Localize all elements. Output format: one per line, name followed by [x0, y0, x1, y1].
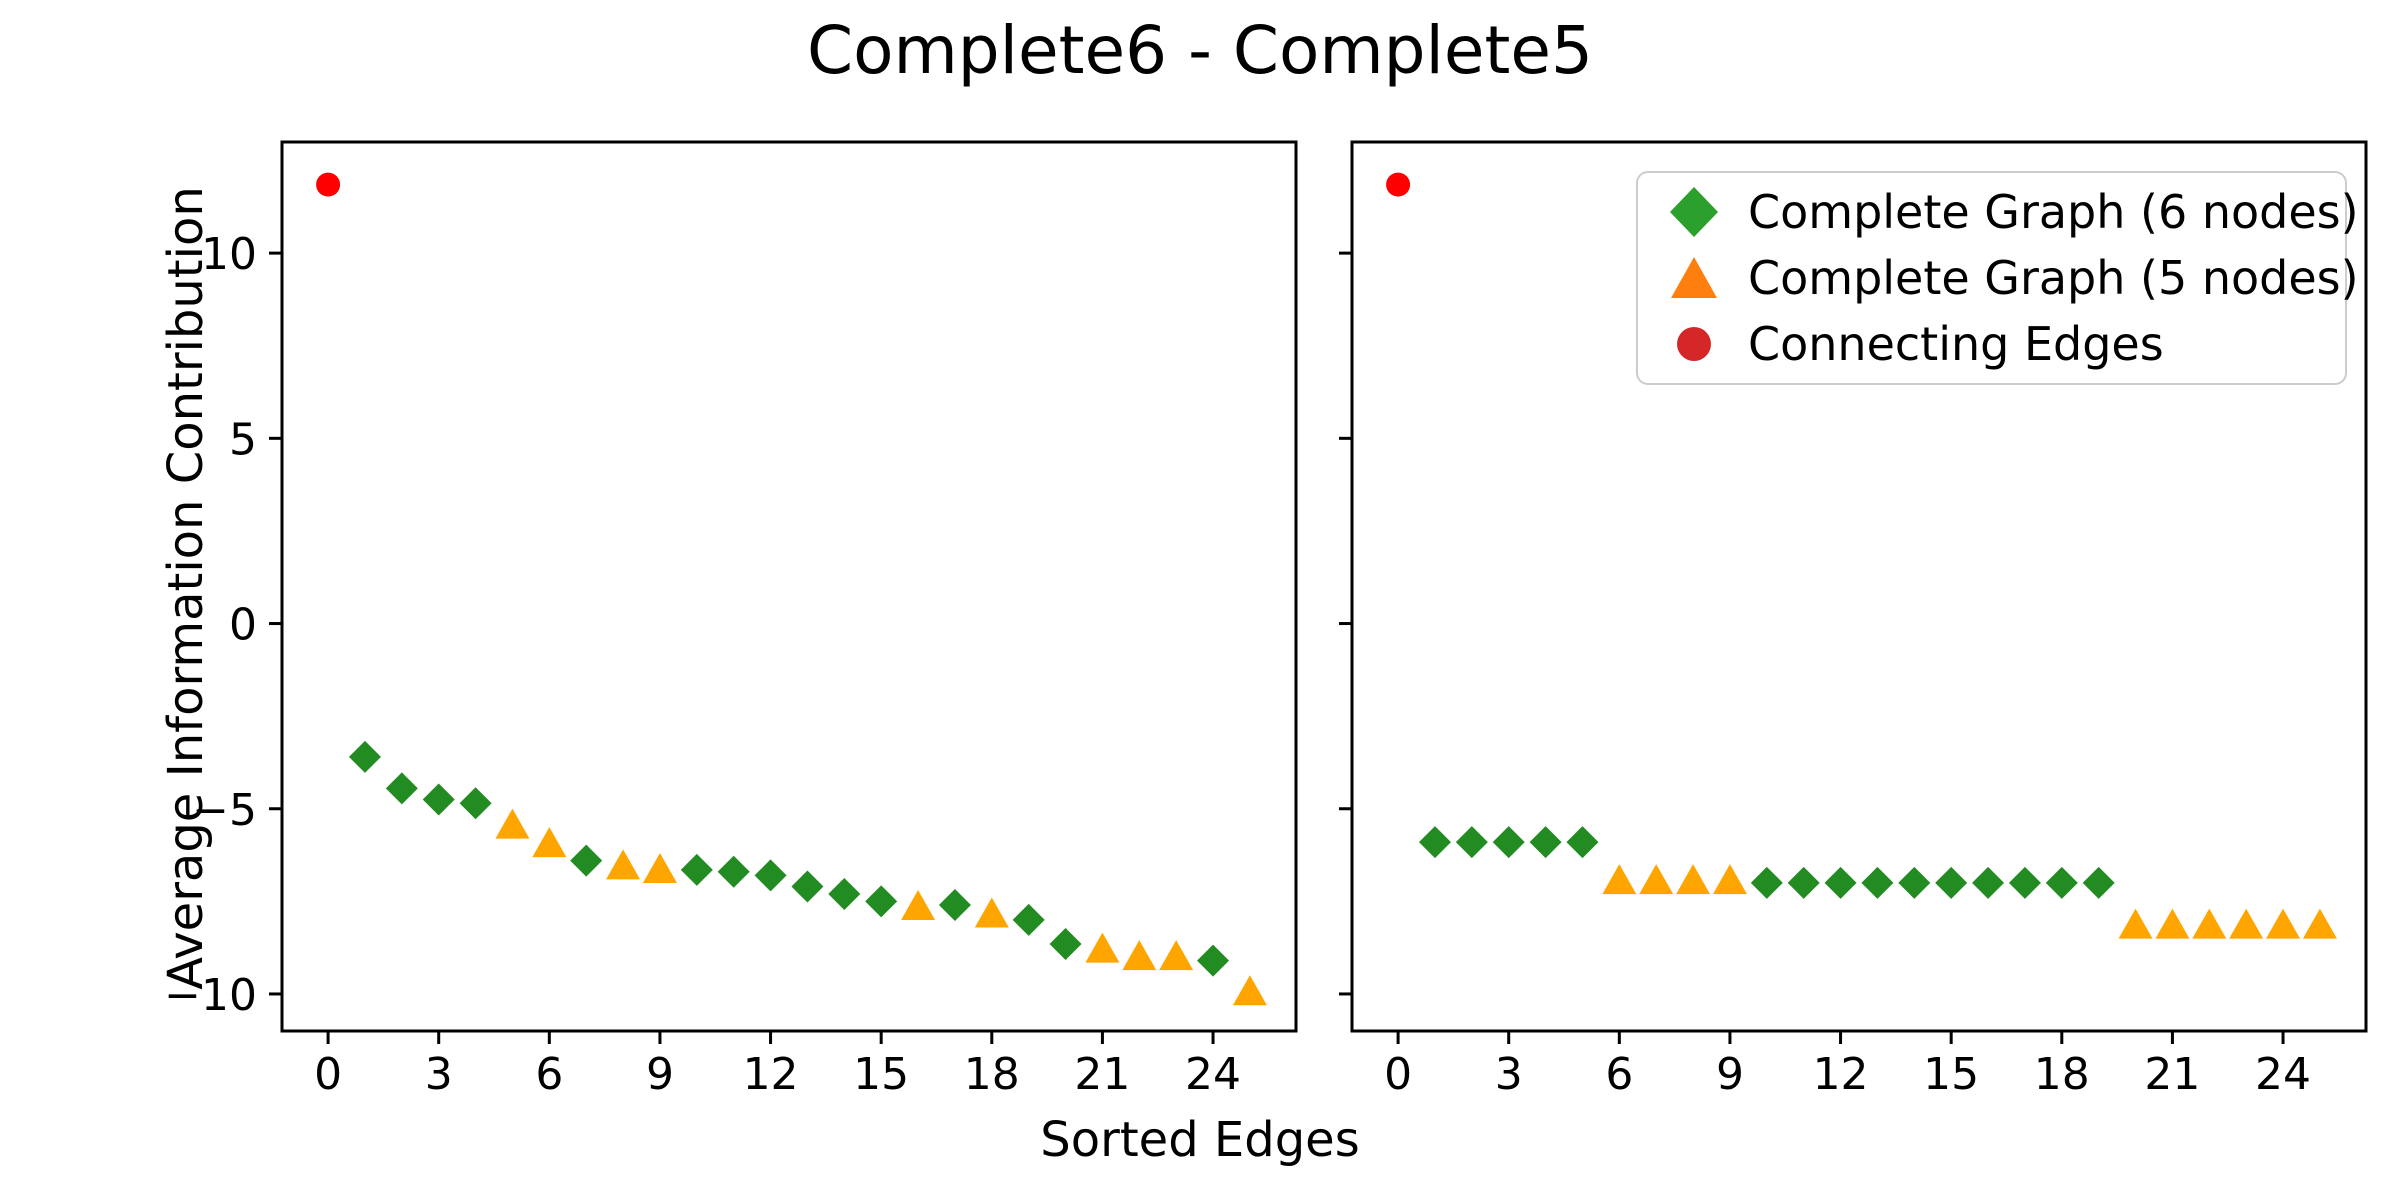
y-axis-label: Average Information Contribution [158, 186, 214, 990]
marker-diamond [348, 740, 381, 773]
marker-triangle [2155, 908, 2190, 939]
marker-triangle [1159, 940, 1194, 971]
legend-item-complete5: Complete Graph (5 nodes) [1662, 246, 2359, 310]
marker-diamond [791, 870, 824, 903]
axes-spines-right [1350, 140, 2368, 1033]
y-tick-label: −10 [164, 970, 257, 1021]
marker-diamond [1898, 866, 1931, 899]
marker-diamond [680, 853, 713, 886]
marker-circle [1386, 172, 1411, 197]
legend-item-complete6: Complete Graph (6 nodes) [1662, 180, 2359, 244]
marker-triangle [1085, 932, 1120, 963]
legend-label: Complete Graph (6 nodes) [1748, 185, 2359, 239]
marker-triangle [2118, 908, 2153, 939]
diamond-icon [1670, 187, 1718, 237]
marker-diamond [1492, 826, 1525, 859]
x-tick-label: 9 [1716, 1049, 1744, 1100]
marker-triangle [1712, 864, 1747, 895]
marker-circle [316, 172, 341, 197]
marker-diamond [2082, 866, 2115, 899]
marker-triangle [1639, 864, 1674, 895]
marker-triangle [1232, 975, 1267, 1006]
marker-triangle [2302, 908, 2337, 939]
marker-diamond [570, 844, 603, 877]
marker-triangle [606, 849, 641, 880]
x-axis-label: Sorted Edges [1040, 1112, 1360, 1168]
marker-diamond [1750, 866, 1783, 899]
marker-diamond [1824, 866, 1857, 899]
marker-diamond [717, 855, 750, 888]
x-tick-label: 21 [1074, 1049, 1130, 1100]
marker-diamond [1197, 944, 1230, 977]
marker-diamond [1861, 866, 1894, 899]
x-tick-label: 24 [1185, 1049, 1241, 1100]
x-tick-label: 18 [964, 1049, 1020, 1100]
x-tick-label: 21 [2144, 1049, 2200, 1100]
marker-diamond [828, 877, 861, 910]
x-tick-label: 18 [2034, 1049, 2090, 1100]
legend-label: Connecting Edges [1748, 317, 2164, 371]
x-tick-label: 0 [314, 1049, 342, 1100]
y-tick-label: 0 [229, 600, 257, 651]
triangle-icon [1671, 257, 1717, 298]
y-tick-label: 10 [201, 229, 257, 280]
marker-diamond [1455, 826, 1488, 859]
marker-diamond [1012, 903, 1045, 936]
marker-diamond [1049, 927, 1082, 960]
marker-diamond [2045, 866, 2078, 899]
marker-triangle [2229, 908, 2264, 939]
marker-triangle [532, 827, 567, 858]
x-tick-label: 0 [1384, 1049, 1412, 1100]
y-tick-label: −5 [192, 785, 257, 836]
marker-diamond [1566, 826, 1599, 859]
legend-item-connecting: Connecting Edges [1662, 312, 2335, 376]
marker-diamond [2008, 866, 2041, 899]
chart-title: Complete6 - Complete5 [807, 12, 1593, 89]
circle-icon [1677, 327, 1711, 361]
x-tick-label: 6 [535, 1049, 563, 1100]
marker-triangle [974, 897, 1009, 928]
marker-triangle [642, 853, 677, 884]
marker-triangle [2266, 908, 2301, 939]
x-tick-label: 12 [743, 1049, 799, 1100]
marker-triangle [495, 808, 530, 839]
x-tick-label: 3 [425, 1049, 453, 1100]
marker-diamond [1418, 826, 1451, 859]
marker-triangle [901, 890, 936, 921]
marker-diamond [1972, 866, 2005, 899]
legend-label: Complete Graph (5 nodes) [1748, 251, 2359, 305]
marker-diamond [1935, 866, 1968, 899]
x-tick-label: 6 [1605, 1049, 1633, 1100]
marker-diamond [938, 889, 971, 922]
marker-diamond [422, 783, 455, 816]
x-tick-label: 15 [853, 1049, 909, 1100]
marker-diamond [1787, 866, 1820, 899]
x-tick-label: 12 [1813, 1049, 1869, 1100]
marker-diamond [459, 787, 492, 820]
marker-triangle [1122, 940, 1157, 971]
marker-triangle [1602, 864, 1637, 895]
x-tick-label: 9 [646, 1049, 674, 1100]
marker-triangle [1676, 864, 1711, 895]
legend: Complete Graph (6 nodes) Complete Graph … [1636, 171, 2359, 385]
x-tick-label: 24 [2255, 1049, 2311, 1100]
marker-diamond [754, 859, 787, 892]
marker-diamond [1529, 826, 1562, 859]
marker-triangle [2192, 908, 2227, 939]
y-tick-label: 5 [229, 414, 257, 465]
marker-diamond [865, 885, 898, 918]
x-tick-label: 15 [1923, 1049, 1979, 1100]
axes-spines-left [280, 140, 1298, 1033]
marker-diamond [385, 772, 418, 805]
x-tick-label: 3 [1495, 1049, 1523, 1100]
